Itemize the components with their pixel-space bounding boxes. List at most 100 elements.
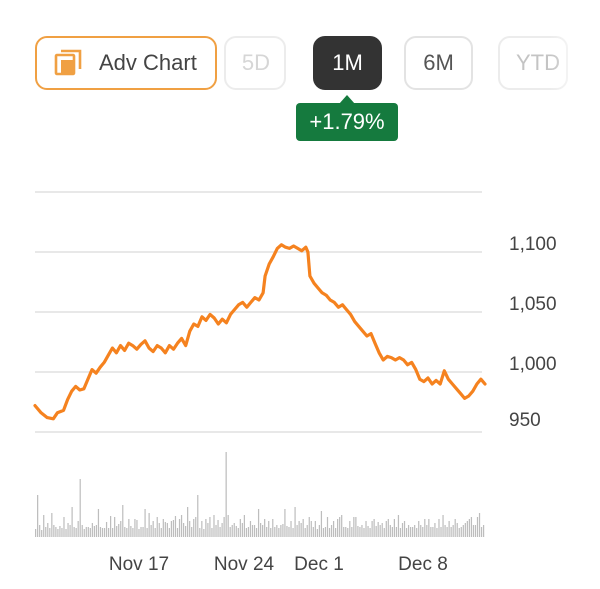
y-tick-label: 1,100 <box>509 234 557 255</box>
volume-bar <box>341 515 343 537</box>
volume-bar <box>87 527 89 537</box>
volume-bar <box>91 523 93 537</box>
volume-bar <box>118 524 120 537</box>
volume-bar <box>245 528 248 537</box>
volume-bar <box>253 525 256 537</box>
volume-bar <box>105 522 108 537</box>
volume-bar <box>69 525 71 537</box>
volume-bar <box>59 526 61 537</box>
volume-bar <box>97 509 100 537</box>
grid-lines <box>35 191 482 433</box>
volume-bar <box>322 528 325 537</box>
volume-bar <box>328 528 331 537</box>
volume-bar <box>353 517 355 537</box>
volume-bar <box>63 517 65 537</box>
volume-bar <box>213 515 215 537</box>
volume-bar <box>79 479 81 537</box>
volume-bar <box>81 525 83 537</box>
volume-bar <box>65 529 67 537</box>
x-tick-label: Nov 24 <box>214 554 275 575</box>
volume-bar <box>308 517 310 537</box>
volume-bar <box>335 528 337 537</box>
volume-bar <box>343 527 345 537</box>
volume-bar <box>124 527 126 537</box>
range-button-1m[interactable]: 1M <box>313 36 382 90</box>
volume-bar <box>282 524 284 537</box>
volume-bar <box>290 521 292 537</box>
volume-bar <box>399 528 402 537</box>
volume-bar <box>136 520 138 537</box>
volume-bar <box>266 527 268 537</box>
volume-bar <box>152 521 154 537</box>
volume-bar <box>474 525 477 537</box>
volume-bar <box>412 527 414 537</box>
volume-bar <box>99 527 102 537</box>
volume-bar <box>174 516 177 537</box>
volume-bar <box>393 519 395 537</box>
volume-bar <box>310 521 312 537</box>
volume-bar <box>367 526 369 537</box>
volume-bar <box>85 527 87 537</box>
volume-bar <box>468 519 470 537</box>
volume-bar <box>298 521 300 537</box>
volume-bar <box>134 519 136 537</box>
volume-bar <box>302 519 304 537</box>
volume-bar <box>476 517 479 537</box>
volume-bar <box>347 528 349 537</box>
volume-bar <box>37 495 39 537</box>
volume-bar <box>209 517 211 537</box>
volume-bar <box>442 515 444 537</box>
volume-bar <box>162 519 164 537</box>
volume-bar <box>438 519 440 537</box>
volume-bar <box>180 515 183 537</box>
volume-bar <box>286 526 288 537</box>
volume-bar <box>182 523 185 537</box>
volume-bar <box>373 519 375 537</box>
change-badge: +1.79% <box>296 103 398 141</box>
adv-chart-label: Adv Chart <box>99 50 197 75</box>
volume-bar <box>444 525 446 537</box>
volume-bar <box>440 527 442 537</box>
range-button-6m[interactable]: 6M <box>404 36 473 90</box>
volume-bar <box>195 517 197 537</box>
volume-bar <box>482 525 485 537</box>
volume-bar <box>77 521 79 537</box>
range-label-6m: 6M <box>423 50 454 75</box>
volume-bar <box>450 527 452 537</box>
adv-chart-button[interactable]: Adv Chart <box>35 36 217 90</box>
volume-bar <box>276 525 278 537</box>
volume-bar <box>264 519 266 537</box>
change-badge-pointer <box>339 95 355 104</box>
volume-bar <box>249 521 252 537</box>
volume-bar <box>410 527 412 537</box>
volume-bar <box>197 495 199 537</box>
volume-bar <box>57 529 59 537</box>
volume-bar <box>464 523 466 537</box>
volume-bar <box>260 523 262 537</box>
volume-bar <box>430 527 432 537</box>
volume-bar <box>47 523 49 537</box>
volume-bar <box>101 528 104 537</box>
x-tick-label: Nov 17 <box>109 554 169 575</box>
volume-bar <box>365 521 367 537</box>
volume-bar <box>189 521 191 537</box>
volume-bar <box>247 527 250 537</box>
volume-bar <box>337 519 339 537</box>
volume-bar <box>304 528 306 537</box>
volume-bar <box>389 525 391 537</box>
range-button-5d[interactable]: 5D <box>224 36 286 90</box>
volume-bar <box>154 528 156 537</box>
volume-bar <box>288 527 290 537</box>
volume-bar <box>39 525 41 537</box>
volume-bar <box>201 521 203 537</box>
volume-bar <box>416 528 418 537</box>
volume-bar <box>45 527 47 537</box>
volume-bar <box>480 527 483 537</box>
volume-bar <box>140 527 142 537</box>
volume-bar <box>67 523 69 537</box>
volume-bar <box>103 528 106 537</box>
volume-bar <box>268 521 270 537</box>
volume-bar <box>158 523 160 537</box>
volume-bar <box>312 527 314 537</box>
